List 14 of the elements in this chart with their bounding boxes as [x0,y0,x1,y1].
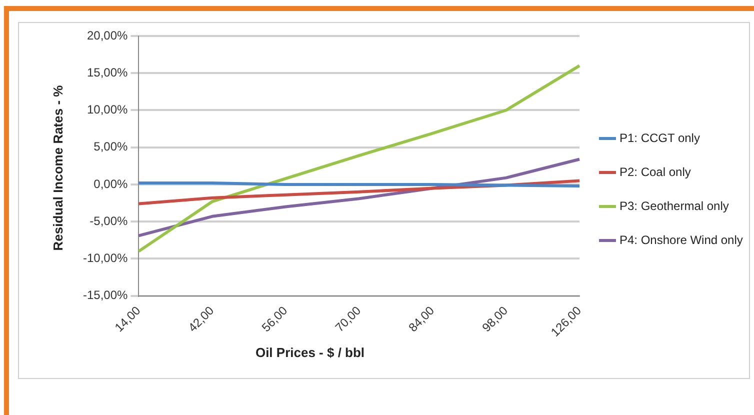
legend-label: P1: CCGT only [620,130,700,145]
y-tick-label: 0,00% [94,176,128,191]
legend-label: P2: Coal only [620,164,691,179]
legend-label: P3: Geothermal only [620,198,729,213]
y-tick-label: 15,00% [86,65,128,80]
y-tick-label: 20,00% [86,28,128,42]
y-tick-label: 5,00% [94,140,128,154]
legend-label: P4: Onshore Wind only [620,232,743,247]
y-tick-label: -15,00% [82,288,128,302]
y-tick-label: 10,00% [86,102,128,117]
y-tick-label: -5,00% [90,214,128,228]
y-tick-label: -10,00% [82,251,128,266]
x-axis-title: Oil Prices - $ / bbl [254,345,366,360]
y-axis-title: Residual Income Rates - % [50,85,66,251]
